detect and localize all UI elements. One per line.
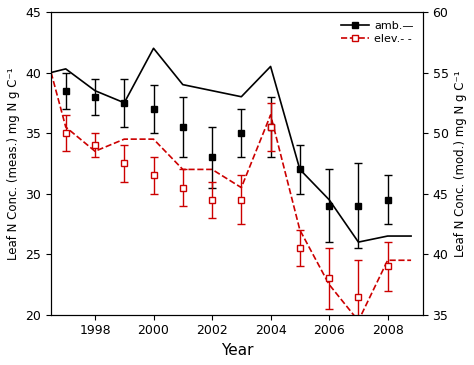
Y-axis label: Leaf N Conc. (mod.) mg N g C⁻¹: Leaf N Conc. (mod.) mg N g C⁻¹ <box>454 70 467 257</box>
X-axis label: Year: Year <box>221 343 253 358</box>
Legend: amb.—, elev.- -: amb.—, elev.- - <box>337 18 417 47</box>
Y-axis label: Leaf N Conc. (meas.) mg N g C⁻¹: Leaf N Conc. (meas.) mg N g C⁻¹ <box>7 67 20 260</box>
